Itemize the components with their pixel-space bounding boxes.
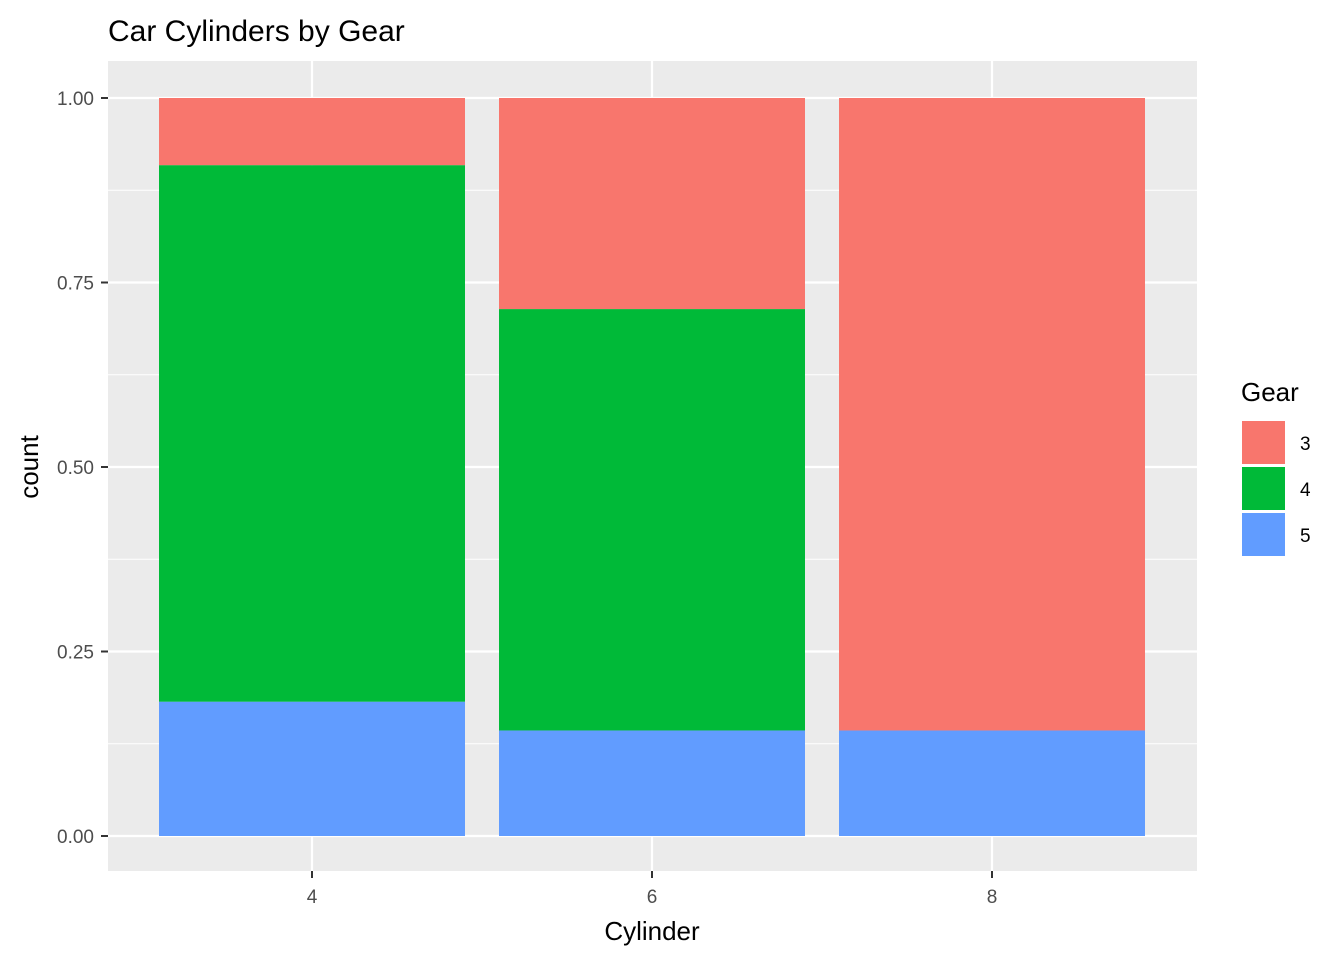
- legend-title: Gear: [1241, 377, 1299, 407]
- legend: Gear 3 4 5: [1241, 377, 1311, 556]
- legend-key-5: [1242, 513, 1285, 556]
- bar-segment-cyl-4-gear-5: [159, 701, 465, 836]
- x-axis-title: Cylinder: [604, 916, 700, 946]
- y-axis-title: count: [14, 434, 44, 498]
- y-tick-label: 0.00: [57, 827, 94, 848]
- legend-label: 4: [1300, 480, 1311, 501]
- y-tick-label: 0.75: [57, 274, 94, 295]
- bars: [159, 98, 1145, 836]
- bar-segment-cyl-4-gear-3: [159, 98, 465, 166]
- bar-segment-cyl-8-gear-3: [839, 98, 1145, 731]
- chart-title: Car Cylinders by Gear: [108, 15, 405, 48]
- legend-items: 3 4 5: [1242, 421, 1311, 556]
- bar-segment-cyl-8-gear-5: [839, 730, 1145, 836]
- legend-key-4: [1242, 467, 1285, 510]
- y-axis: 0.00 0.25 0.50 0.75 1.00: [57, 89, 108, 848]
- bar-segment-cyl-6-gear-5: [499, 730, 805, 836]
- bar-segment-cyl-4-gear-4: [159, 165, 465, 702]
- y-tick-label: 0.50: [57, 458, 94, 479]
- legend-label: 3: [1300, 434, 1311, 455]
- legend-key-3: [1242, 421, 1285, 464]
- x-tick-label: 6: [647, 887, 658, 908]
- bar-segment-cyl-6-gear-3: [499, 98, 805, 310]
- x-axis: 4 6 8: [307, 871, 998, 908]
- x-tick-label: 4: [307, 887, 318, 908]
- y-tick-label: 0.25: [57, 643, 94, 664]
- bar-segment-cyl-6-gear-4: [499, 309, 805, 731]
- x-tick-label: 8: [987, 887, 998, 908]
- legend-label: 5: [1300, 526, 1311, 547]
- y-tick-label: 1.00: [57, 89, 94, 110]
